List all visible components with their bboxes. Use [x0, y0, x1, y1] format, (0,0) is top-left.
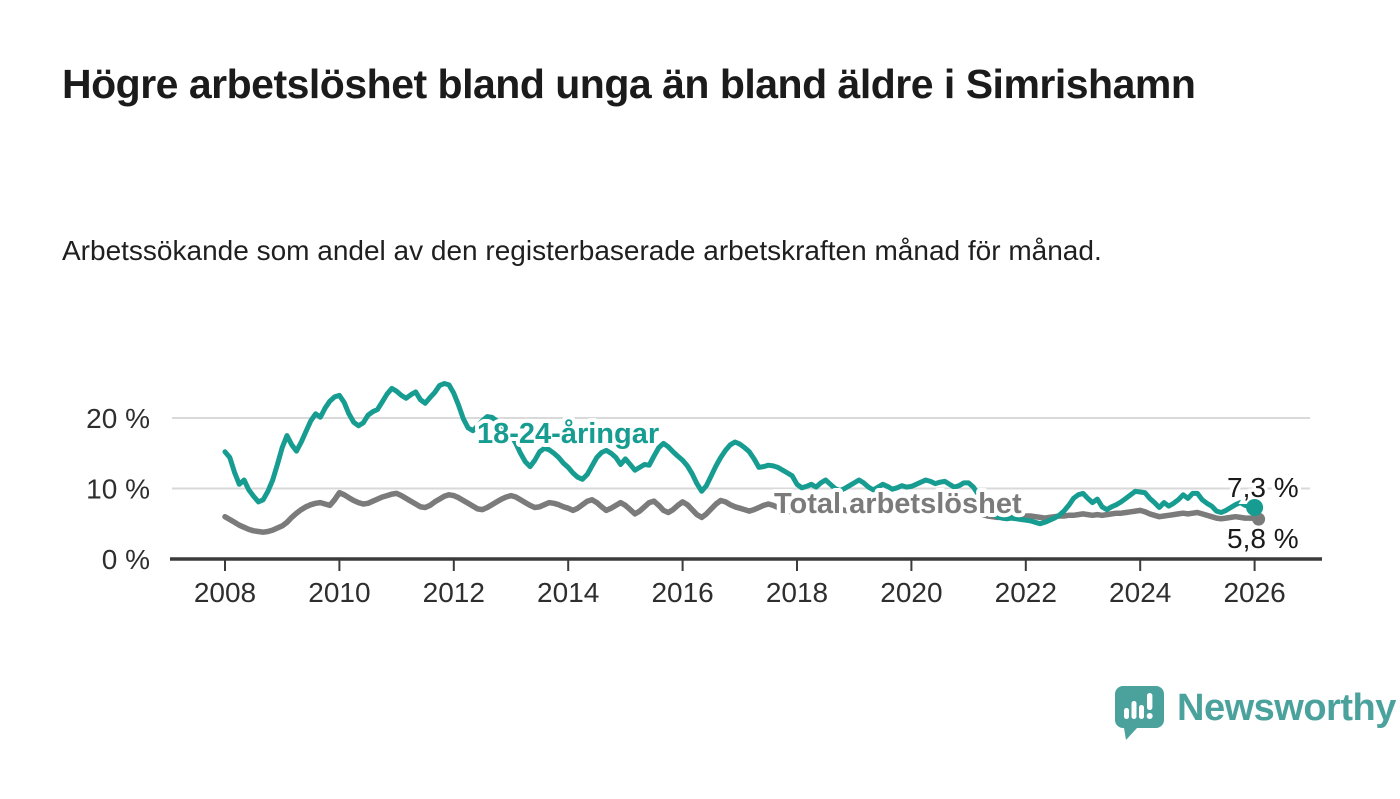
- exclamation-dot: [1146, 713, 1153, 719]
- bar-3: [1139, 705, 1144, 719]
- y-tick-label: 0 %: [102, 544, 150, 575]
- x-tick-label: 2012: [423, 577, 485, 608]
- exclamation-bar: [1147, 693, 1153, 710]
- x-tick-label: 2026: [1223, 577, 1285, 608]
- series-line: [222, 381, 1258, 527]
- series-label-total: Total arbetslöshet: [774, 488, 1022, 520]
- end-label-young: 7,3 %: [1227, 472, 1299, 503]
- x-tick-label: 2018: [766, 577, 828, 608]
- page-title: Högre arbetslöshet bland unga än bland ä…: [62, 61, 1196, 107]
- bar-chart-speech-bubble-icon: [1115, 686, 1164, 740]
- x-tick-label: 2016: [651, 577, 713, 608]
- brand-name: Newsworthy: [1177, 687, 1396, 729]
- newsworthy-logo: Newsworthy: [1113, 684, 1396, 742]
- y-tick-label: 20 %: [86, 403, 150, 434]
- end-label-total: 5,8 %: [1227, 523, 1299, 554]
- bar-1: [1124, 708, 1129, 719]
- y-tick-label: 10 %: [86, 474, 150, 505]
- x-tick-label: 2010: [308, 577, 370, 608]
- x-tick-label: 2022: [995, 577, 1057, 608]
- series-line: [222, 489, 1258, 535]
- x-tick-label: 2024: [1109, 577, 1171, 608]
- x-tick-label: 2014: [537, 577, 599, 608]
- x-tick-label: 2020: [880, 577, 942, 608]
- x-tick-label: 2008: [194, 577, 256, 608]
- line-end-dot-young: [1246, 499, 1264, 517]
- chart-subtitle: Arbetssökande som andel av den registerb…: [62, 235, 1102, 266]
- bar-2: [1131, 701, 1137, 719]
- series-label-young: 18-24-åringar: [477, 418, 659, 450]
